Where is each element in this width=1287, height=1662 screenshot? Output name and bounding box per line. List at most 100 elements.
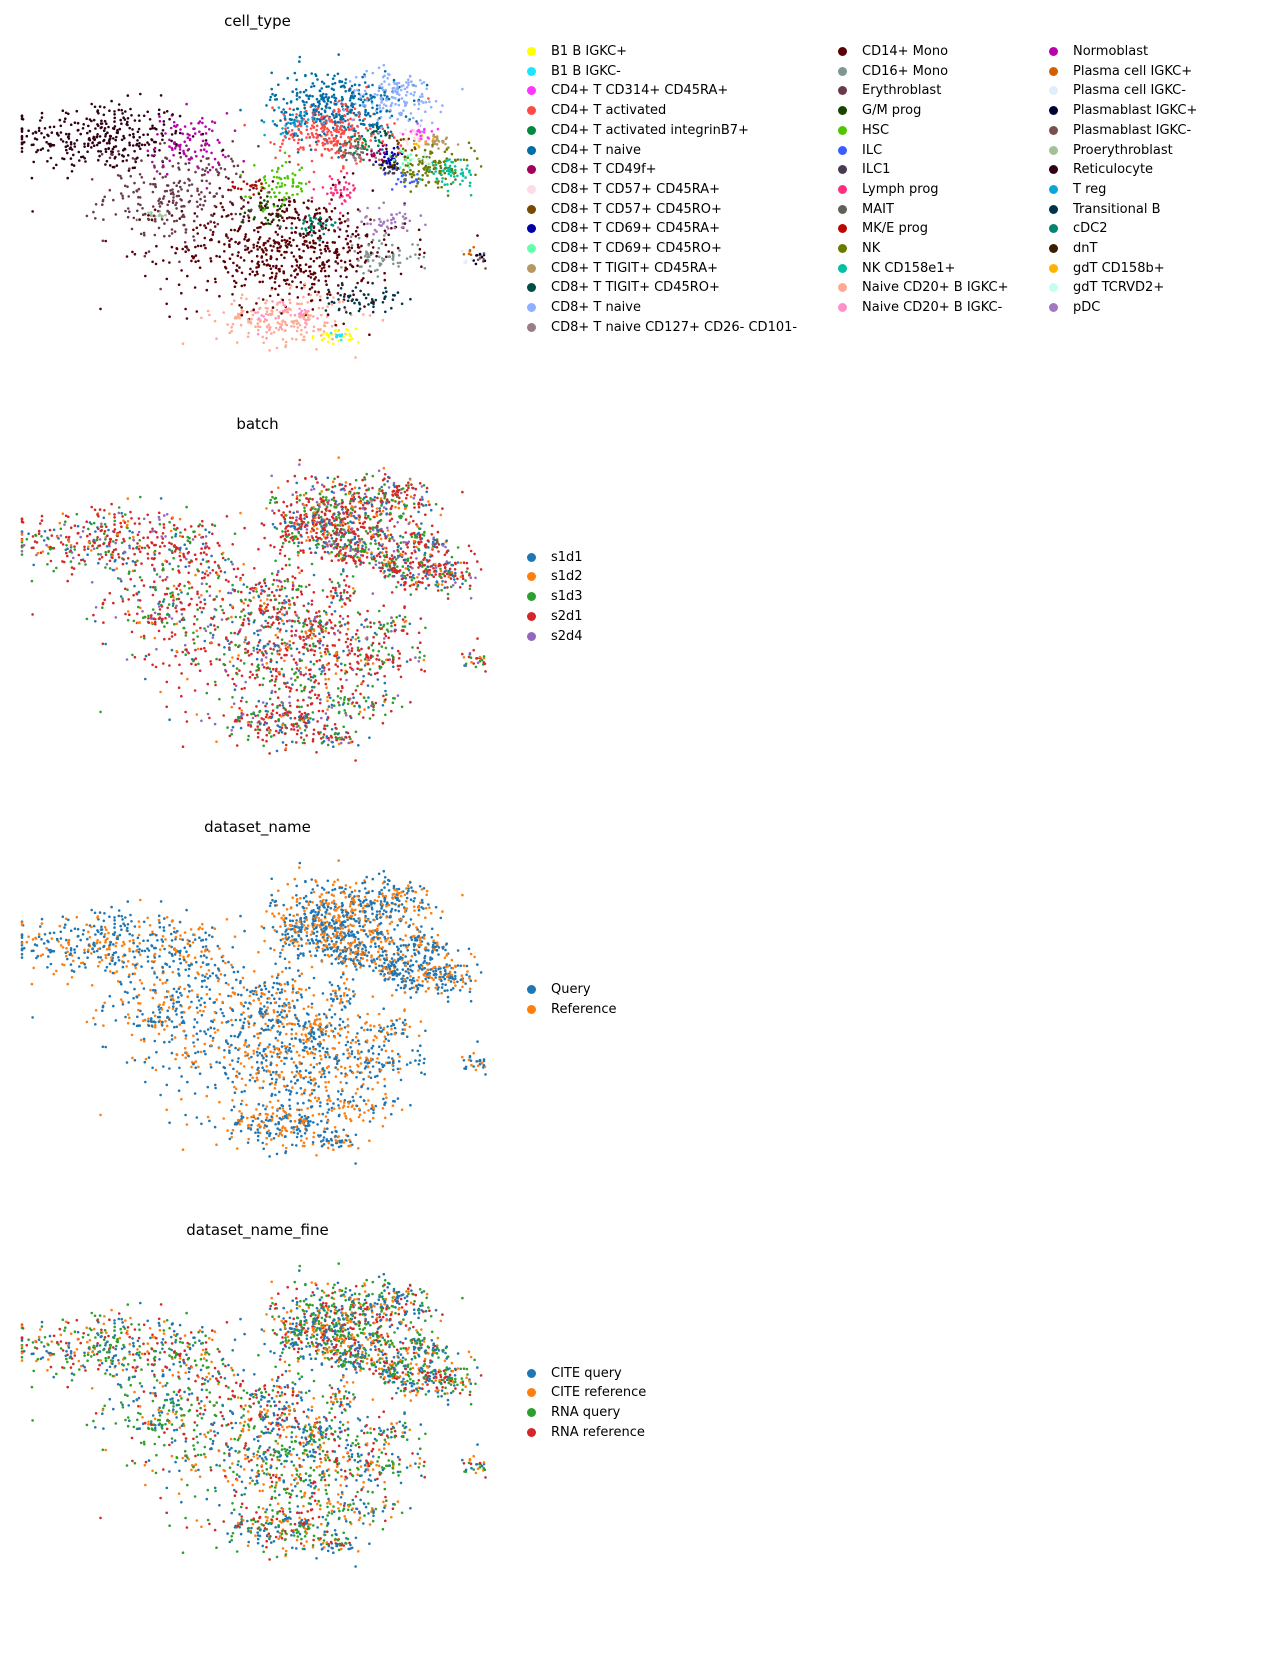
cell-point [410,132,414,136]
legend-label: CD8+ T TIGIT+ CD45RA+ [551,260,719,276]
cell-point [429,565,433,568]
cell-point [269,670,273,673]
cell-point [200,207,204,211]
cell-point [69,142,73,146]
cell-point [30,143,34,147]
cell-point [348,599,352,602]
cell-point [396,85,400,89]
cell-point [322,121,326,124]
cell-point [330,498,334,501]
legend-marker-icon [1049,303,1058,313]
cell-point [142,584,146,587]
cell-point [234,281,238,285]
legend-marker-icon [1049,47,1058,56]
cell-point [358,301,361,305]
cell-point [297,266,301,269]
cell-point [326,99,330,103]
cell-point [167,603,171,606]
cell-point [309,619,312,623]
cell-point [400,97,404,100]
cell-point [434,542,438,546]
cell-point [35,553,38,557]
cell-point [103,598,106,602]
cell-point [158,608,162,611]
cell-point [287,130,291,133]
cell-point [395,542,399,546]
cell-point [381,140,385,143]
cell-point [315,109,318,112]
cell-point [243,283,246,287]
cell-point [84,160,87,163]
cell-point [341,105,344,108]
cell-point [398,93,401,97]
cell-point [417,107,420,111]
cell-point [303,239,307,243]
cell-point [198,266,202,269]
cell-point [449,170,453,174]
cell-point [238,316,241,320]
cell-point [377,658,381,662]
cell-point [311,224,314,228]
cell-point [441,141,445,144]
cell-point [283,203,287,207]
cell-point [433,159,437,163]
cell-point [380,82,384,86]
cell-point [191,135,195,138]
cell-point [67,112,70,116]
cell-point [330,536,334,540]
cell-point [375,633,378,636]
cell-point [178,114,182,118]
cell-point [105,159,109,163]
cell-point [128,143,131,147]
cell-point [261,335,264,339]
cell-point [233,631,236,635]
cell-point [283,183,287,187]
cell-point [247,734,250,738]
cell-point [252,243,255,247]
cell-point [239,296,243,300]
cell-point [384,231,388,235]
cell-point [333,207,337,210]
cell-point [302,625,305,628]
cell-point [239,323,243,327]
cell-point [190,194,193,198]
cell-point [288,701,291,705]
cell-point [306,301,310,304]
cell-point [215,657,218,661]
cell-point [85,617,89,621]
cell-point [239,256,243,259]
cell-point [276,208,279,212]
cell-point [312,112,315,115]
cell-point [371,131,375,134]
cell-point [180,215,184,218]
cell-point [283,579,287,583]
cell-point [393,220,397,224]
cell-point [370,100,374,103]
cell-point [208,313,211,317]
cell-point [390,624,393,628]
cell-point [382,220,386,224]
cell-point [393,163,396,167]
cell-point [317,516,321,520]
cell-point [73,545,76,548]
cell-point [353,151,356,155]
cell-point [351,289,355,293]
cell-point [360,220,363,223]
cell-point [285,102,289,105]
cell-point [314,140,318,144]
cell-point [151,190,155,194]
cell-point [384,295,387,298]
cell-point [133,119,137,122]
cell-point [398,166,402,169]
cell-point [128,126,131,130]
cell-point [104,163,107,166]
cell-point [228,257,232,260]
legend-label: Plasmablast IGKC+ [1073,103,1198,119]
cell-point [296,192,299,196]
cell-point [162,123,166,126]
cell-point [283,329,287,333]
cell-point [270,490,273,494]
cell-point [349,117,352,120]
cell-point [256,651,259,654]
cell-point [303,107,307,110]
